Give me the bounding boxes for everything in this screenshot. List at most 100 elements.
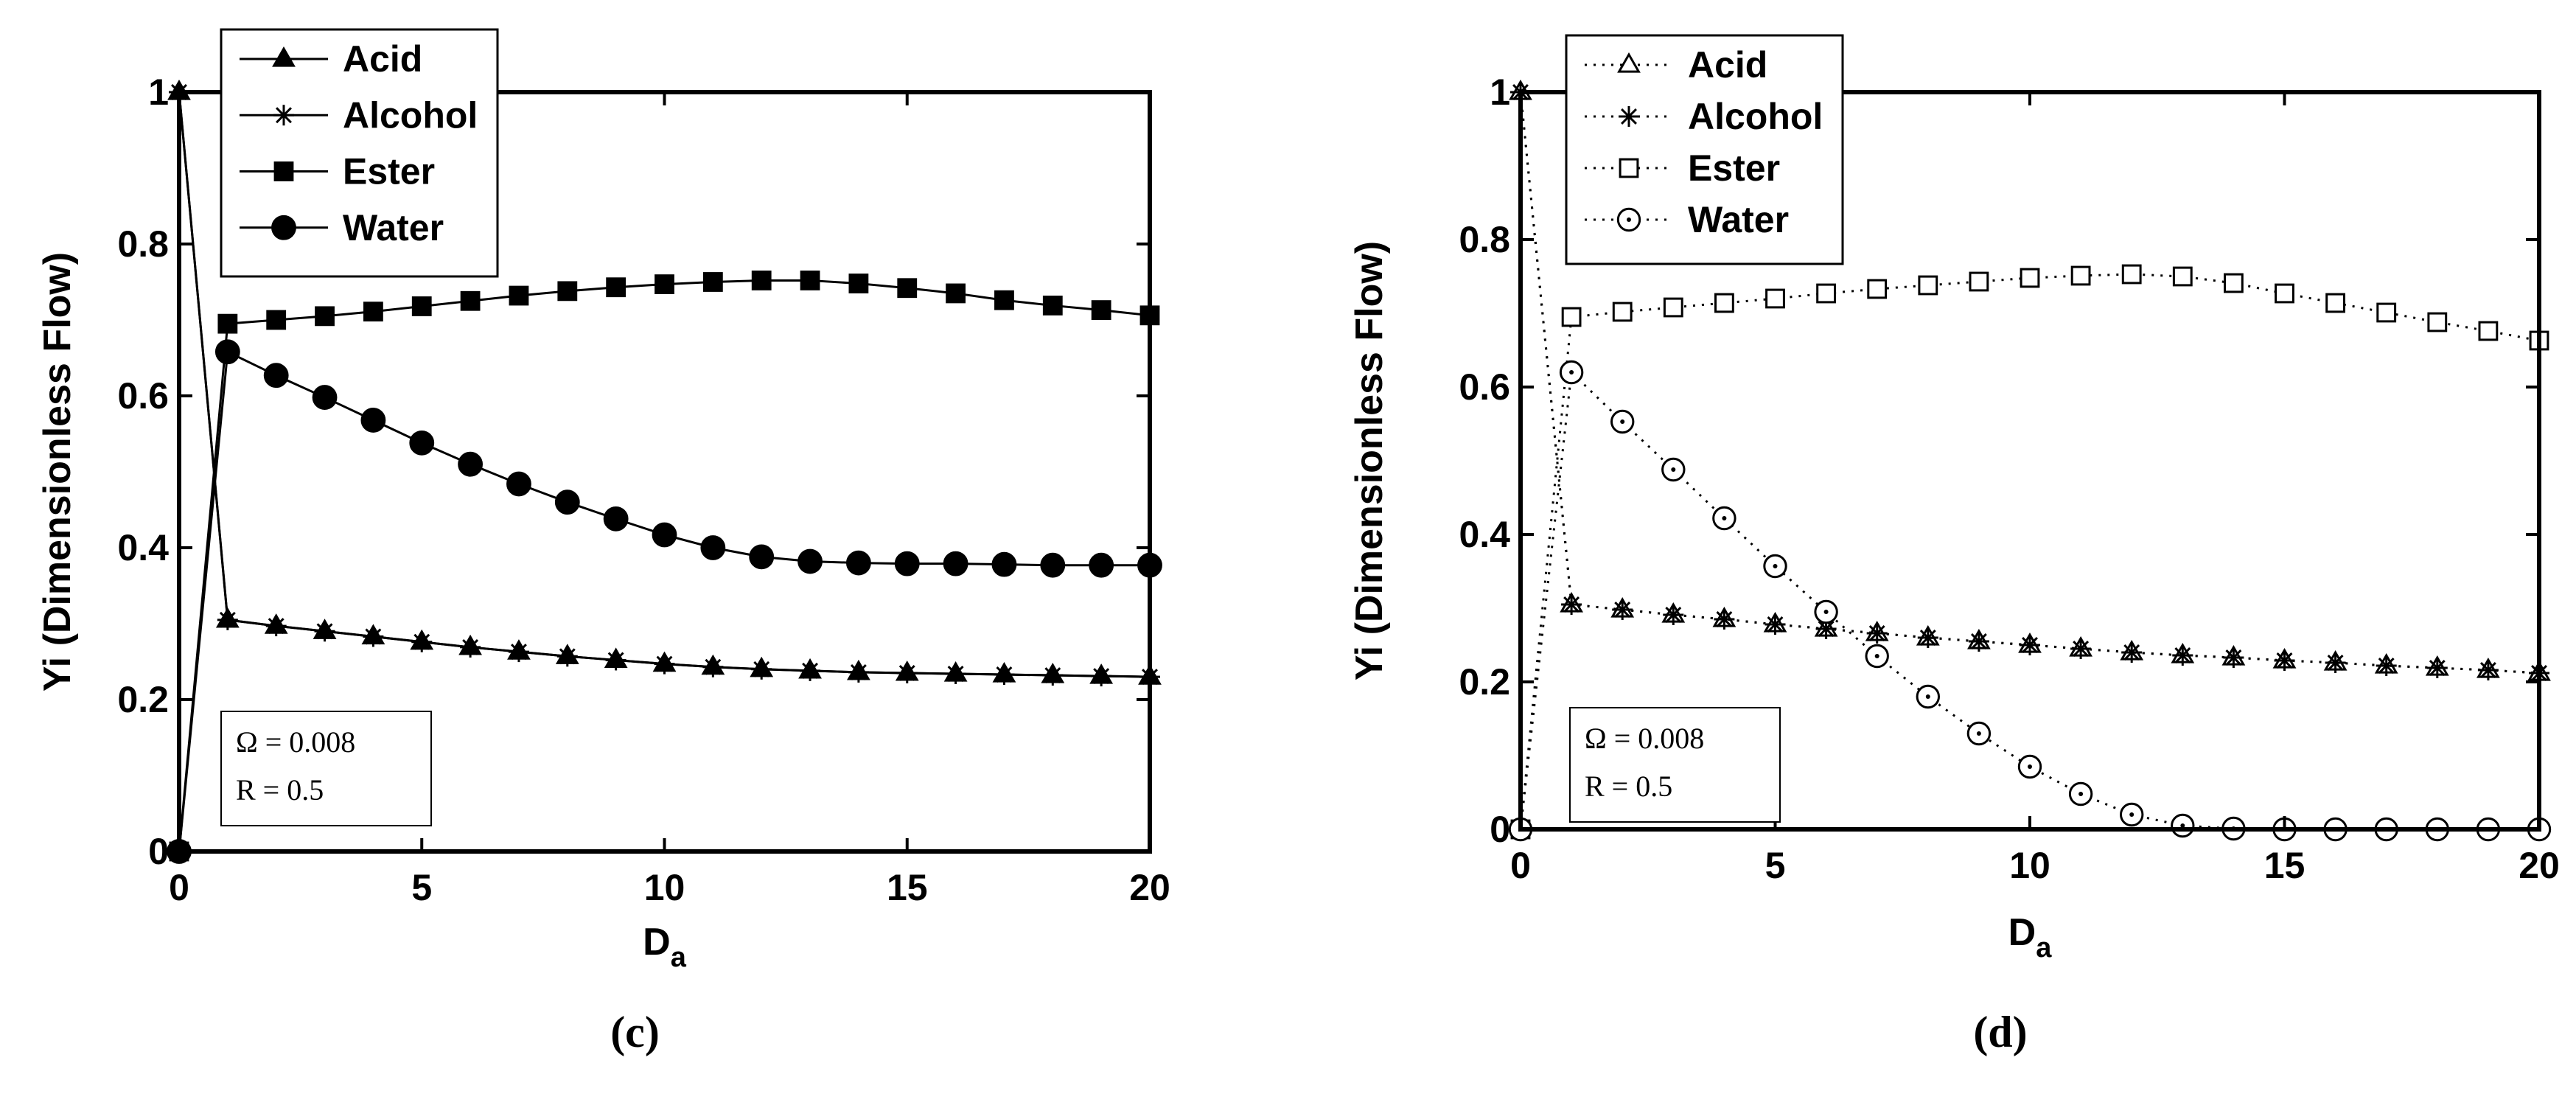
data-point-ester [2020,268,2040,288]
data-point-water [409,430,435,456]
panel-label: (d) [1973,1008,2027,1056]
data-point-ester [217,313,238,334]
data-point-water [360,408,386,433]
data-point-alcohol [314,621,335,642]
data-point-water [700,535,726,560]
data-point-water [943,551,968,576]
data-point-water [2068,781,2093,806]
data-point-alcohol [994,664,1015,686]
legend-label: Water [343,207,444,248]
y-tick-label: 0.2 [1459,661,1510,703]
data-point-ester [1867,279,1888,299]
legend-label: Alcohol [1688,96,1823,137]
data-point-alcohol [2070,638,2092,659]
data-point-water [1763,554,1787,579]
data-point-water [797,548,823,574]
data-point-water [2120,802,2144,827]
data-point-water [603,506,629,532]
x-tick-label: 20 [2519,845,2560,886]
data-point-ester [800,271,820,290]
x-tick-label: 5 [1765,845,1786,886]
data-point-ester [1765,288,1785,309]
x-axis-label-subscript: a [671,942,687,973]
legend-box [1565,34,1844,265]
legend-label: Water [1688,199,1789,240]
data-point-alcohol [945,663,966,684]
y-tick-label: 0.2 [117,679,169,720]
data-point-alcohol [2020,635,2040,655]
axis-ticks: 0 5 10 15 20 0 0.2 0.4 0.6 0.8 1 [117,72,1170,908]
data-point-water [1559,360,1584,385]
data-point-water [1089,552,1114,578]
annotation-omega: Ω = 0.008 [236,725,355,759]
data-point-ester [411,296,432,316]
data-point-ester [460,290,481,311]
x-tick-label: 5 [411,867,432,908]
legend: Acid Alcohol Ester Water [1565,34,1844,265]
data-point-alcohol [1714,609,1735,630]
legend-label: Alcohol [343,94,478,136]
legend-marker [272,46,296,67]
y-axis-label: Yi (Dimensionless Flow) [1348,241,1391,680]
data-point-ester [2427,312,2448,332]
data-point-ester [897,278,918,299]
y-tick-label: 0 [148,831,169,872]
data-point-ester [1663,297,1683,318]
data-point-ester [606,277,626,298]
data-point-alcohol [1663,604,1684,625]
data-point-alcohol [265,616,287,637]
data-point-alcohol [411,631,433,652]
data-point-alcohol [1866,623,1888,644]
data-point-alcohol [556,646,578,667]
data-point-water [749,544,775,570]
data-point-ester [2070,265,2091,286]
data-point-alcohol [363,626,384,647]
data-point-water [1966,721,1992,746]
data-point-alcohol [2325,652,2346,673]
series-alcohol [169,82,1160,688]
data-point-water [2171,813,2195,838]
y-tick-label: 0.8 [117,223,169,265]
data-point-ester [1969,271,1989,292]
annotation-r: R = 0.5 [236,773,324,806]
data-point-alcohol [508,641,529,663]
parameter-annotation: Ω = 0.008 R = 0.5 [1569,707,1781,823]
data-point-ester [2376,302,2397,323]
data-point-alcohol [848,661,869,683]
legend: Acid Alcohol Ester Water [220,28,499,278]
data-point-ester [2275,283,2294,304]
x-axis-label: Da [2008,911,2053,964]
data-point-alcohol [1968,631,1989,652]
y-tick-label: 0.4 [117,527,169,568]
series-ester [169,271,1160,862]
legend-marker [273,105,294,126]
data-point-water [1661,457,1686,482]
x-tick-label: 15 [2264,845,2306,886]
data-point-alcohol [1765,614,1786,635]
data-point-water [1865,644,1889,669]
y-tick-label: 0 [1490,809,1510,850]
data-point-ester [2224,273,2244,293]
data-point-alcohol [2121,642,2143,663]
legend-item-acid: Acid [1585,44,1767,86]
y-tick-label: 0.4 [1459,514,1510,555]
y-tick-label: 0.8 [1459,219,1510,260]
data-point-ester [266,310,287,330]
data-point-ester [1042,296,1063,316]
annotation-omega: Ω = 0.008 [1585,722,1704,755]
data-point-alcohol [460,636,481,658]
chart-panel-c: 0 5 10 15 20 0 0.2 0.4 0.6 0.8 1 Yi (Dimensionless… [36,28,1170,1056]
legend-item-alcohol: Alcohol [240,94,478,136]
data-point-ester [2325,293,2345,313]
annotation-box [220,711,432,826]
x-axis-label: Da [643,921,687,973]
data-point-alcohol [605,649,626,671]
data-point-alcohol [2376,655,2397,676]
data-point-alcohol [2426,658,2448,678]
chart-panel-d: 0 5 10 15 20 0 0.2 0.4 0.6 0.8 1 Yi (Dimensionless… [1348,34,2560,1056]
data-point-ester [751,271,772,290]
data-point-alcohol [1917,627,1938,648]
data-point-ester [315,306,335,327]
legend-box [220,28,499,278]
